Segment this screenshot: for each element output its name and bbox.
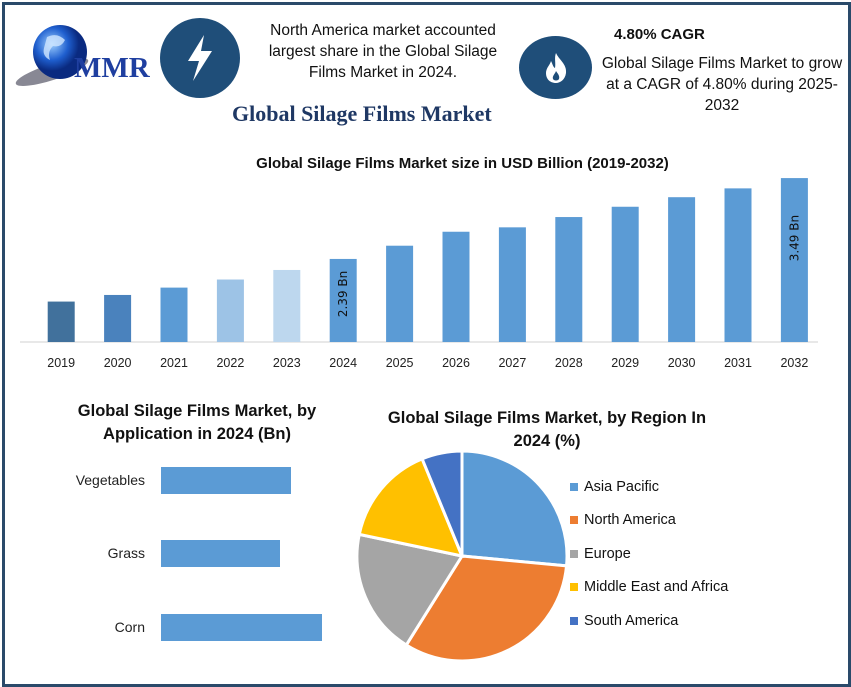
x-tick-label: 2020 bbox=[104, 356, 132, 370]
x-tick-label: 2026 bbox=[442, 356, 470, 370]
x-tick-label: 2023 bbox=[273, 356, 301, 370]
legend-label: North America bbox=[584, 512, 676, 529]
bar-2021 bbox=[160, 287, 188, 342]
bar-2027 bbox=[498, 227, 526, 342]
bar-corn bbox=[161, 614, 322, 641]
legend-item: Middle East and Africa bbox=[570, 571, 728, 605]
category-label: Grass bbox=[107, 545, 145, 561]
data-label: 2.39 Bn bbox=[336, 271, 350, 317]
cagr-text: Global Silage Films Market to grow at a … bbox=[601, 55, 843, 114]
pie-slice-asia-pacific bbox=[460, 449, 569, 568]
legend-label: Middle East and Africa bbox=[584, 579, 729, 596]
bar-2019 bbox=[47, 301, 75, 342]
info-text: North America market accounted largest s… bbox=[268, 22, 498, 81]
pie-slice-south-america bbox=[420, 449, 464, 557]
pie-legend: Asia Pacific North America Europe Middle Ea… bbox=[570, 470, 728, 638]
legend-label: Asia Pacific bbox=[584, 478, 659, 495]
legend-label: South America bbox=[584, 612, 679, 629]
globe-icon bbox=[15, 25, 89, 86]
pie-slice-middle-east-and-africa bbox=[357, 456, 465, 559]
logo-text: MMR bbox=[74, 52, 150, 84]
pie-chart-title: Global Silage Films Market, by Region In… bbox=[387, 409, 707, 450]
legend-swatch bbox=[570, 516, 578, 525]
x-tick-label: 2030 bbox=[668, 356, 696, 370]
market-size-bar-chart: 2019 2020 2021 2022 2023 2024 2.39 Bn 2025 2026 2… bbox=[20, 178, 818, 370]
bar-2025 bbox=[386, 245, 414, 342]
category-label: Vegetables bbox=[75, 472, 145, 488]
bar-2020 bbox=[104, 294, 132, 342]
lightning-icon bbox=[160, 18, 240, 98]
bar-2022 bbox=[216, 279, 244, 342]
category-label: Corn bbox=[114, 619, 145, 635]
bar-2029 bbox=[611, 206, 639, 342]
pie-slice-europe bbox=[355, 532, 465, 648]
bar-2026 bbox=[442, 231, 470, 342]
x-tick-label: 2032 bbox=[780, 356, 808, 370]
x-tick-label: 2021 bbox=[160, 356, 188, 370]
x-tick-label: 2028 bbox=[555, 356, 583, 370]
page-title: Global Silage Films Market bbox=[232, 101, 492, 126]
bar-2031 bbox=[724, 188, 752, 342]
bar-2024 bbox=[329, 258, 357, 342]
legend-item: Asia Pacific bbox=[570, 470, 728, 504]
x-tick-label: 2031 bbox=[724, 356, 752, 370]
legend-item: Europe bbox=[570, 537, 728, 571]
x-tick-label: 2024 bbox=[329, 356, 357, 370]
legend-item: South America bbox=[570, 604, 728, 638]
application-chart-title: Global Silage Films Market, by Applicati… bbox=[77, 402, 317, 443]
bar-chart-title: Global Silage Films Market size in USD B… bbox=[256, 155, 669, 172]
x-tick-label: 2029 bbox=[611, 356, 639, 370]
data-label: 3.49 Bn bbox=[787, 215, 801, 261]
legend-swatch bbox=[570, 616, 578, 625]
legend-swatch bbox=[570, 549, 578, 558]
x-tick-label: 2019 bbox=[47, 356, 75, 370]
x-tick-label: 2022 bbox=[216, 356, 244, 370]
legend-label: Europe bbox=[584, 545, 631, 562]
cagr-title: 4.80% CAGR bbox=[614, 26, 705, 43]
x-tick-label: 2025 bbox=[386, 356, 414, 370]
legend-swatch bbox=[570, 482, 578, 491]
bar-2023 bbox=[273, 269, 301, 342]
flame-icon bbox=[519, 36, 592, 99]
bar-2032 bbox=[780, 178, 808, 342]
bar-2030 bbox=[668, 197, 696, 342]
bar-grass bbox=[161, 540, 280, 567]
x-tick-label: 2027 bbox=[498, 356, 526, 370]
legend-swatch bbox=[570, 583, 578, 592]
bar-2028 bbox=[555, 217, 583, 342]
region-pie-chart bbox=[355, 449, 569, 663]
bar-vegetables bbox=[161, 467, 291, 494]
mmr-logo: MMR bbox=[12, 22, 157, 87]
legend-item: North America bbox=[570, 504, 728, 538]
